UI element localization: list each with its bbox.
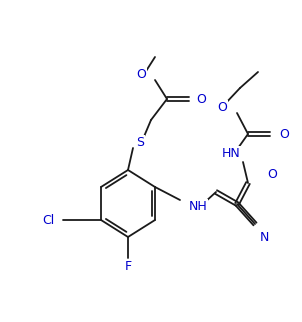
Text: O: O	[136, 68, 146, 80]
Text: O: O	[279, 128, 289, 140]
Text: N: N	[259, 231, 269, 243]
Text: O: O	[217, 100, 227, 113]
Text: HN: HN	[222, 147, 240, 159]
Text: O: O	[196, 92, 206, 106]
Text: Cl: Cl	[42, 213, 54, 226]
Text: NH: NH	[189, 200, 207, 213]
Text: F: F	[124, 260, 132, 273]
Text: O: O	[267, 167, 277, 181]
Text: S: S	[136, 136, 144, 148]
